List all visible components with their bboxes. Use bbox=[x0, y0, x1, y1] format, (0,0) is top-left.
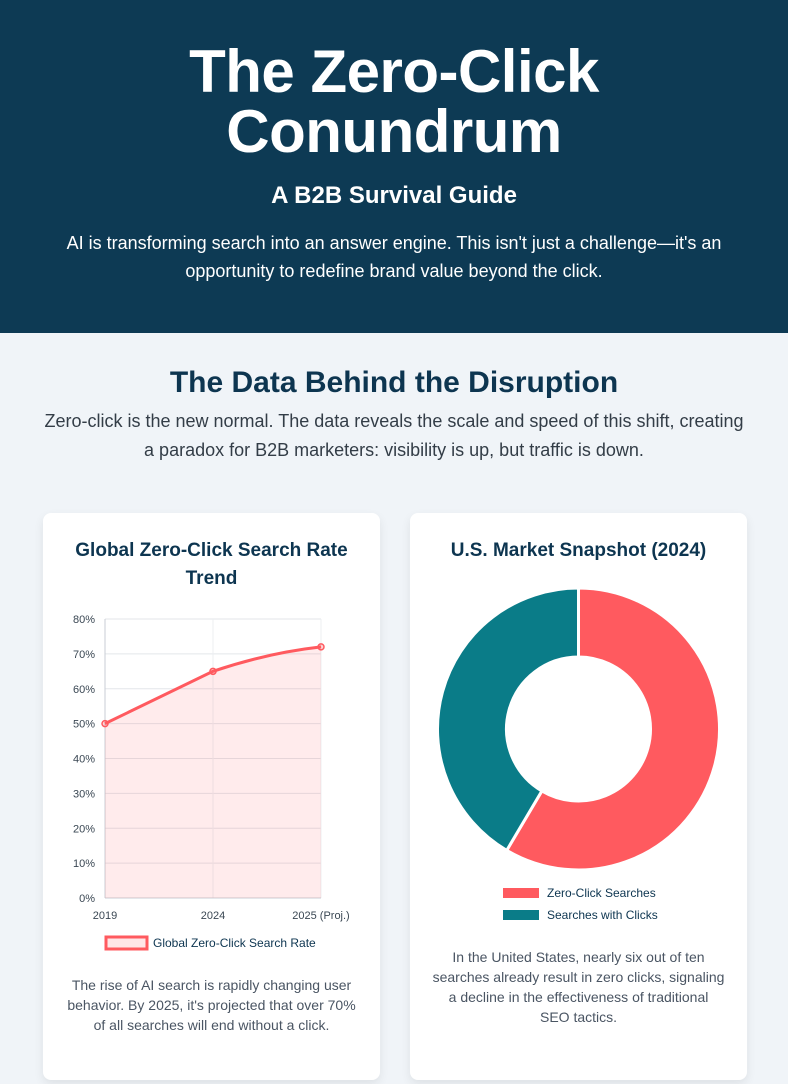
legend-label[interactable]: Zero-Click Searches bbox=[547, 886, 656, 900]
trend-card-title: Global Zero-Click Search Rate Trend bbox=[75, 540, 348, 589]
trend-card-description: The rise of AI search is rapidly changin… bbox=[67, 977, 356, 1033]
y-tick-label: 20% bbox=[73, 823, 95, 835]
page-subtitle: A B2B Survival Guide bbox=[271, 182, 517, 209]
snapshot-card: U.S. Market Snapshot (2024) Zero-Click S… bbox=[410, 513, 747, 1080]
data-point bbox=[209, 667, 217, 676]
y-tick-label: 50% bbox=[73, 719, 95, 731]
legend-label[interactable]: Global Zero-Click Search Rate bbox=[153, 936, 316, 950]
y-tick-label: 80% bbox=[73, 614, 95, 626]
page-title-line-2: Conundrum bbox=[226, 98, 562, 165]
trend-line-chart: 0% 10% 20% 30% 40% 50% 60% 70% 80% 2019 2024 2025 (… bbox=[73, 614, 350, 951]
x-tick-label: 2019 bbox=[93, 910, 117, 922]
page-title: The Zero-Click Conundrum bbox=[0, 42, 788, 162]
data-point bbox=[317, 643, 325, 651]
y-tick-label: 40% bbox=[73, 754, 95, 766]
snapshot-card-description: In the United States, nearly six out of … bbox=[432, 949, 725, 1025]
series-area bbox=[105, 646, 321, 898]
y-tick-label: 60% bbox=[73, 684, 95, 696]
hero-intro: AI is transforming search into an answer… bbox=[66, 233, 722, 281]
page-title-line-1: The Zero-Click bbox=[189, 38, 599, 105]
x-tick-label: 2025 (Proj.) bbox=[292, 910, 349, 922]
section-subtitle: Zero-click is the new normal. The data r… bbox=[44, 411, 744, 460]
y-tick-label: 30% bbox=[73, 788, 95, 800]
y-tick-label: 0% bbox=[79, 893, 95, 905]
legend-swatch bbox=[104, 935, 149, 951]
y-tick-label: 10% bbox=[73, 858, 95, 870]
series-line bbox=[104, 645, 322, 725]
data-point bbox=[101, 719, 109, 728]
hero-banner: The Zero-Click Conundrum A B2B Survival … bbox=[0, 0, 788, 333]
legend-swatch bbox=[503, 910, 539, 920]
y-tick-label: 70% bbox=[73, 649, 95, 661]
section-title: The Data Behind the Disruption bbox=[169, 366, 619, 399]
trend-card: Global Zero-Click Search Rate Trend 0% 10… bbox=[43, 513, 380, 1080]
legend-label[interactable]: Searches with Clicks bbox=[547, 908, 658, 922]
donut-slice[interactable] bbox=[436, 586, 580, 853]
donut-slice[interactable] bbox=[504, 586, 721, 872]
x-tick-label: 2024 bbox=[201, 910, 225, 922]
snapshot-donut-chart: Zero-Click Searches Searches with Clicks bbox=[436, 586, 721, 922]
legend-swatch bbox=[503, 888, 539, 898]
snapshot-card-title: U.S. Market Snapshot (2024) bbox=[450, 540, 707, 561]
